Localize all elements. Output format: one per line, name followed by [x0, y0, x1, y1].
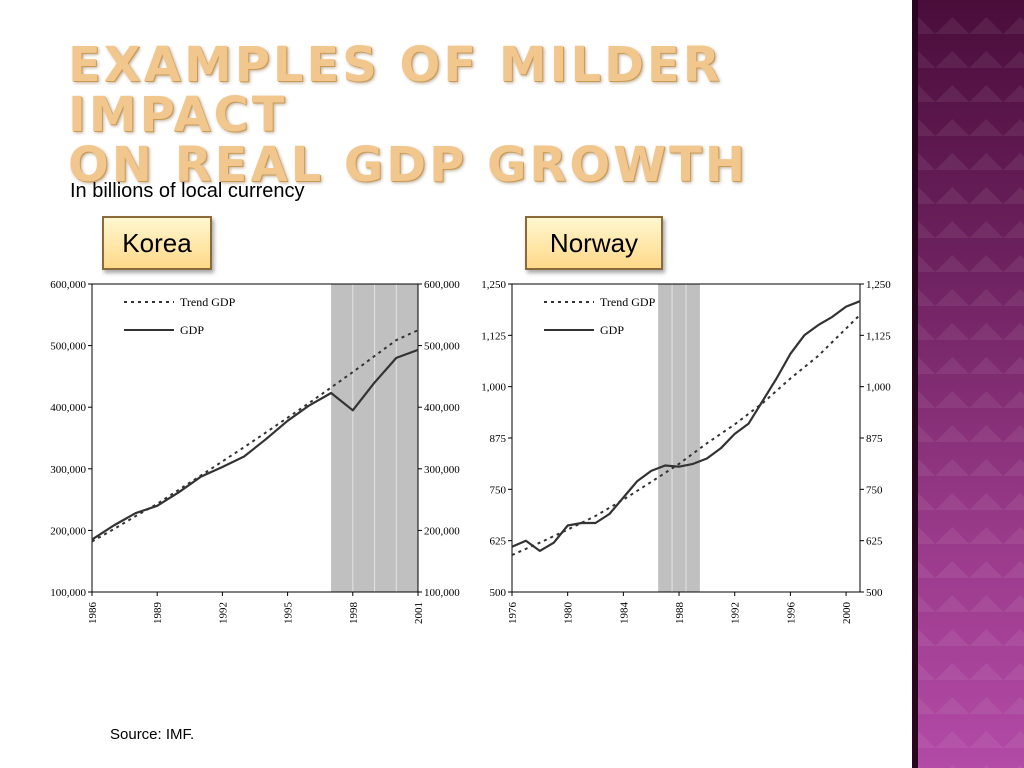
norway-y-tick-label-left-1: 625	[490, 536, 507, 548]
korea-legend-label-0: Trend GDP	[180, 295, 236, 309]
norway-y-tick-label-left-6: 1,250	[481, 279, 506, 291]
korea-x-tick-label-3: 1995	[283, 602, 295, 625]
norway-y-tick-label-right-1: 625	[866, 536, 883, 548]
side-decoration-band	[912, 0, 1024, 768]
korea-legend-label-1: GDP	[180, 323, 204, 337]
korea-y-tick-label-left-1: 200,000	[50, 525, 86, 537]
source-note: Source: IMF.	[110, 726, 195, 743]
slide-title-line-1: Examples of milder impact	[68, 37, 723, 143]
norway-y-tick-label-right-3: 875	[866, 433, 883, 445]
korea-y-tick-label-right-5: 600,000	[424, 279, 460, 291]
korea-x-tick-label-0: 1986	[87, 602, 99, 625]
korea-series-gdp-line	[91, 348, 419, 541]
norway-gdp-chart: 500 500 625 625 750 750 875 875 1,000 1,000 1,125 1…	[481, 279, 891, 625]
norway-shaded-period	[658, 284, 700, 592]
norway-y-tick-label-left-0: 500	[490, 587, 507, 599]
korea-y-tick-label-right-0: 100,000	[424, 587, 460, 599]
korea-y-tick-label-left-4: 500,000	[50, 341, 86, 353]
korea-x-tick-label-1: 1989	[152, 602, 164, 625]
korea-series-trend-gdp-line	[91, 329, 419, 543]
korea-gdp-chart: 100,000 100,000 200,000 200,000 300,000 300,0…	[50, 279, 460, 625]
norway-y-tick-label-left-2: 750	[490, 484, 507, 496]
slide-title-line-2: on real GDP growth	[68, 137, 749, 193]
korea-x-tick-label-2: 1992	[217, 602, 229, 624]
norway-series-trend-gdp-line	[511, 314, 861, 556]
korea-y-tick-label-right-4: 500,000	[424, 341, 460, 353]
norway-x-tick-label-2: 1984	[618, 602, 630, 625]
korea-y-tick-label-left-5: 600,000	[50, 279, 86, 291]
korea-x-tick-label-5: 2001	[413, 602, 425, 624]
norway-y-tick-label-right-5: 1,125	[866, 330, 891, 342]
norway-y-tick-label-right-0: 500	[866, 587, 883, 599]
korea-x-tick-label-4: 1998	[348, 602, 360, 625]
norway-y-tick-label-right-6: 1,250	[866, 279, 891, 291]
norway-legend-label-0: Trend GDP	[600, 295, 656, 309]
norway-y-tick-label-left-5: 1,125	[481, 330, 506, 342]
korea-y-tick-label-left-0: 100,000	[50, 587, 86, 599]
norway-x-tick-label-5: 1996	[785, 602, 797, 625]
korea-label-box: Korea	[102, 216, 212, 270]
norway-x-tick-label-4: 1992	[730, 602, 742, 624]
korea-y-tick-label-right-2: 300,000	[424, 464, 460, 476]
norway-y-tick-label-left-3: 875	[490, 433, 507, 445]
korea-y-tick-label-right-3: 400,000	[424, 402, 460, 414]
korea-y-tick-label-right-1: 200,000	[424, 525, 460, 537]
norway-x-tick-label-6: 2000	[841, 602, 853, 625]
norway-y-tick-label-left-4: 1,000	[481, 382, 506, 394]
norway-series-gdp-line	[511, 300, 861, 552]
slide-title: Examples of milder impact on real GDP gr…	[68, 40, 888, 190]
side-diamond-pattern	[918, 0, 1024, 768]
norway-y-tick-label-right-4: 1,000	[866, 382, 891, 394]
korea-plot-frame	[91, 283, 419, 593]
norway-legend-label-1: GDP	[600, 323, 624, 337]
korea-label: Korea	[122, 227, 192, 258]
norway-label: Norway	[549, 227, 639, 258]
norway-x-tick-label-1: 1980	[563, 602, 575, 625]
norway-x-tick-label-3: 1988	[674, 602, 686, 625]
korea-y-tick-label-left-2: 300,000	[50, 464, 86, 476]
slide-subtitle: In billions of local currency	[70, 180, 305, 202]
korea-y-tick-label-left-3: 400,000	[50, 402, 86, 414]
norway-label-box: Norway	[525, 216, 663, 270]
norway-y-tick-label-right-2: 750	[866, 484, 883, 496]
norway-x-tick-label-0: 1976	[507, 602, 519, 625]
